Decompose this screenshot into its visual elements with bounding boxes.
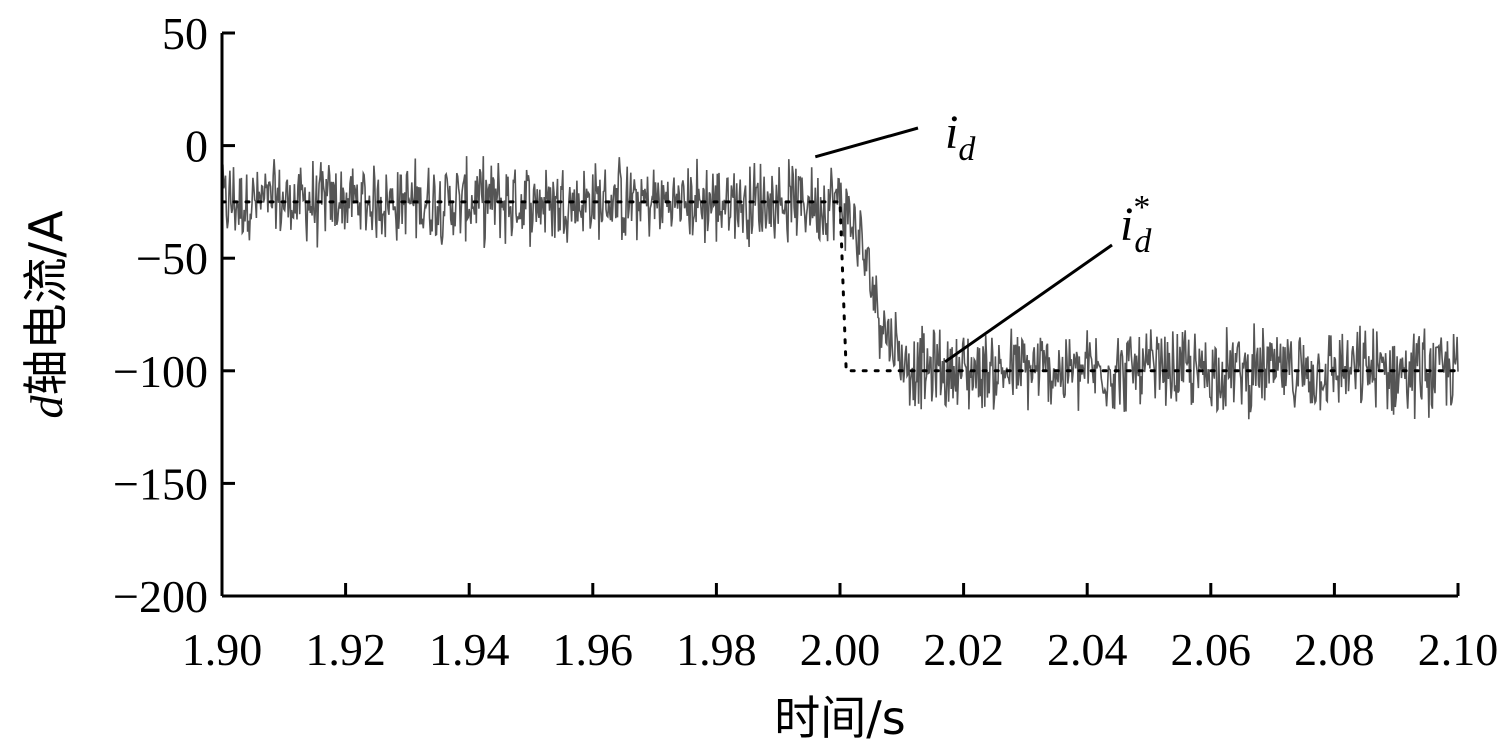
x-tick-label: 2.08 <box>1294 624 1375 675</box>
y-tick-label: −100 <box>113 346 208 397</box>
y-tick-label: 0 <box>185 121 208 172</box>
series-layer <box>220 156 1460 420</box>
x-tick-label: 2.06 <box>1171 624 1252 675</box>
y-axis-title-text: 轴电流/A <box>19 210 73 395</box>
series-line-0 <box>221 156 1459 420</box>
x-axis-title: 时间/s <box>774 691 905 745</box>
x-tick-label: 2.02 <box>923 624 1004 675</box>
x-tick-label: 2.00 <box>800 624 881 675</box>
y-axis-title: d轴电流/A <box>19 210 73 418</box>
x-tick-label: 1.94 <box>429 624 510 675</box>
x-tick-label: 2.10 <box>1418 624 1499 675</box>
annotation-leader <box>814 126 919 159</box>
x-tick-label: 1.92 <box>305 624 386 675</box>
y-tick-label: −50 <box>136 233 208 284</box>
annotation-leader <box>944 243 1113 364</box>
y-axis-title-italic: d <box>21 394 72 418</box>
series-line-1 <box>220 200 1460 373</box>
annotation-layer: id i* d <box>814 106 1152 364</box>
x-tick-label: 2.04 <box>1047 624 1128 675</box>
x-tick-label: 1.90 <box>182 624 263 675</box>
annotation-label: id <box>945 106 976 168</box>
axes-layer: 1.90 1.92 1.94 1.96 1.98 2.00 2.02 2.04 2.06 2.08… <box>113 8 1498 675</box>
y-tick-label: 50 <box>162 8 208 59</box>
annotation-label: i* d <box>1120 189 1152 260</box>
y-tick-label: −200 <box>113 571 208 622</box>
x-tick-label: 1.98 <box>676 624 757 675</box>
x-tick-label: 1.96 <box>553 624 634 675</box>
y-tick-label: −150 <box>113 458 208 509</box>
